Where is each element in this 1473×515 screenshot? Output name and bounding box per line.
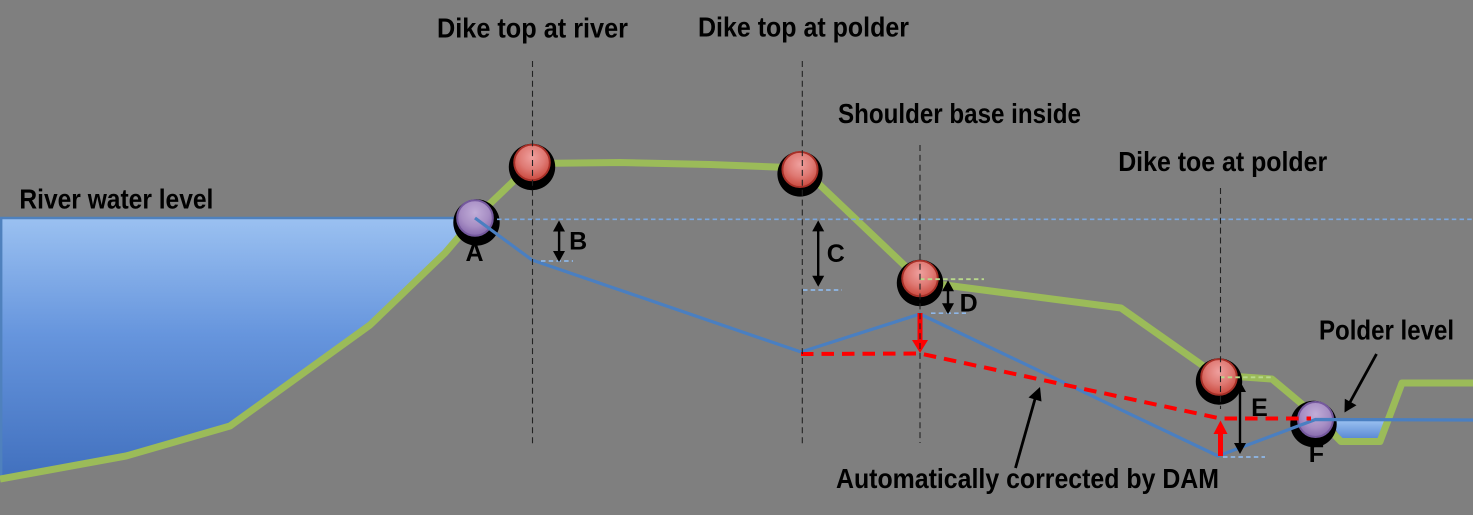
- svg-text:C: C: [827, 240, 845, 268]
- svg-text:River water level: River water level: [19, 183, 213, 214]
- svg-text:Dike top at river: Dike top at river: [437, 12, 628, 43]
- svg-text:A: A: [465, 239, 483, 267]
- svg-text:B: B: [569, 227, 587, 255]
- svg-text:E: E: [1251, 394, 1268, 422]
- svg-text:Shoulder base inside: Shoulder base inside: [838, 98, 1081, 129]
- svg-text:Automatically corrected by DAM: Automatically corrected by DAM: [836, 463, 1219, 494]
- svg-text:Dike top at polder: Dike top at polder: [698, 11, 909, 42]
- svg-text:Polder level: Polder level: [1319, 314, 1454, 345]
- svg-text:F: F: [1309, 440, 1324, 468]
- svg-text:Dike toe at polder: Dike toe at polder: [1118, 146, 1327, 177]
- svg-text:D: D: [960, 289, 978, 317]
